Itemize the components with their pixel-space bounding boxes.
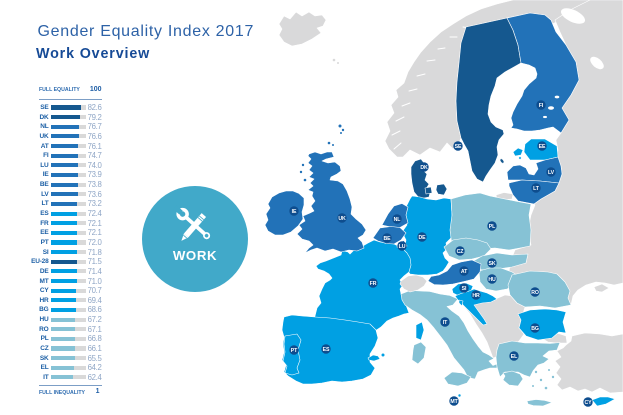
svg-text:AT: AT xyxy=(461,269,468,275)
svg-text:EL: EL xyxy=(511,354,518,360)
svg-text:IT: IT xyxy=(443,320,448,326)
svg-text:NL: NL xyxy=(394,217,402,223)
svg-text:SI: SI xyxy=(462,286,467,292)
svg-text:MT: MT xyxy=(450,399,458,405)
svg-text:WORK: WORK xyxy=(172,247,216,262)
svg-text:PT: PT xyxy=(291,348,298,354)
svg-text:LU: LU xyxy=(399,244,406,250)
svg-text:SE: SE xyxy=(455,144,462,150)
svg-text:CY: CY xyxy=(584,400,592,406)
svg-text:DK: DK xyxy=(420,165,428,171)
svg-text:HU: HU xyxy=(488,277,496,283)
svg-text:BG: BG xyxy=(531,326,539,332)
svg-text:ES: ES xyxy=(323,347,330,353)
svg-text:IE: IE xyxy=(292,209,297,215)
svg-text:DE: DE xyxy=(418,235,426,241)
svg-text:UK: UK xyxy=(338,216,346,222)
svg-text:PL: PL xyxy=(489,224,496,230)
svg-text:SK: SK xyxy=(488,261,495,267)
svg-text:HR: HR xyxy=(472,293,480,299)
svg-text:CZ: CZ xyxy=(457,249,465,255)
svg-text:LT: LT xyxy=(533,186,540,192)
svg-text:EE: EE xyxy=(539,144,546,150)
svg-text:FR: FR xyxy=(370,281,377,287)
svg-text:BE: BE xyxy=(383,236,391,242)
svg-text:FI: FI xyxy=(539,103,544,109)
svg-text:RO: RO xyxy=(531,290,539,296)
svg-text:LV: LV xyxy=(548,170,555,176)
